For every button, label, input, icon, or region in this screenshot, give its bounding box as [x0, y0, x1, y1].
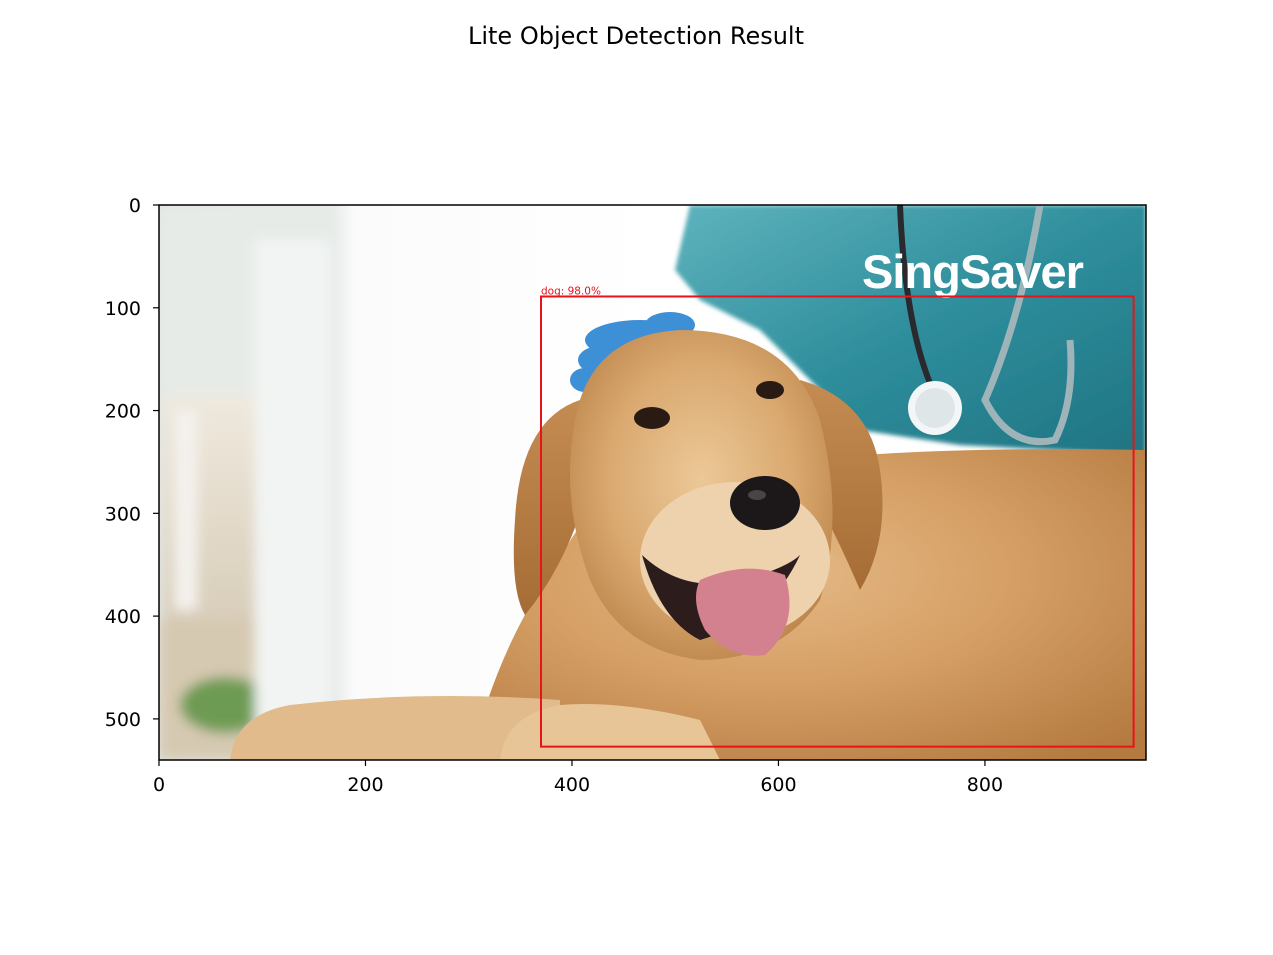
watermark-logo: SingSaver: [862, 245, 1084, 298]
x-tick-label: 0: [153, 774, 165, 796]
axes-frame: [158, 204, 1147, 761]
detection-box: [539, 295, 1135, 748]
y-tick-label: 300: [105, 503, 141, 525]
detection-label: dog: 98.0%: [541, 285, 601, 297]
y-tick-label: 500: [105, 709, 141, 731]
y-tick-label: 200: [105, 401, 141, 423]
x-axis: 0 200 400 600 800: [153, 760, 1003, 796]
x-tick-label: 600: [760, 774, 796, 796]
x-tick-label: 800: [967, 774, 1003, 796]
y-tick-label: 100: [105, 298, 141, 320]
x-tick-label: 200: [347, 774, 383, 796]
chart-title: Lite Object Detection Result: [468, 22, 804, 50]
y-axis: 0 100 200 300 400 500: [105, 195, 159, 731]
y-tick-label: 0: [129, 195, 141, 217]
x-tick-label: 400: [554, 774, 590, 796]
y-tick-label: 400: [105, 606, 141, 628]
photo: SingSaver: [159, 205, 1146, 760]
